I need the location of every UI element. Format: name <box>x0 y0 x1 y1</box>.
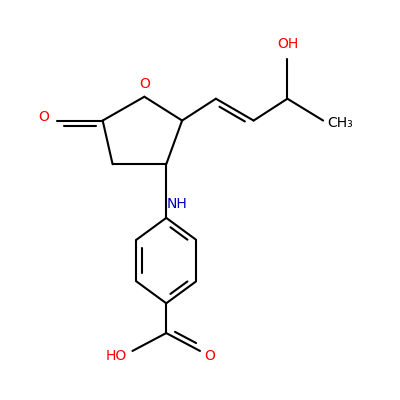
Text: O: O <box>139 77 150 91</box>
Text: HO: HO <box>105 349 126 363</box>
Text: O: O <box>38 110 49 124</box>
Text: OH: OH <box>277 37 298 51</box>
Text: NH: NH <box>166 197 187 211</box>
Text: CH₃: CH₃ <box>327 116 353 130</box>
Text: O: O <box>204 349 215 363</box>
